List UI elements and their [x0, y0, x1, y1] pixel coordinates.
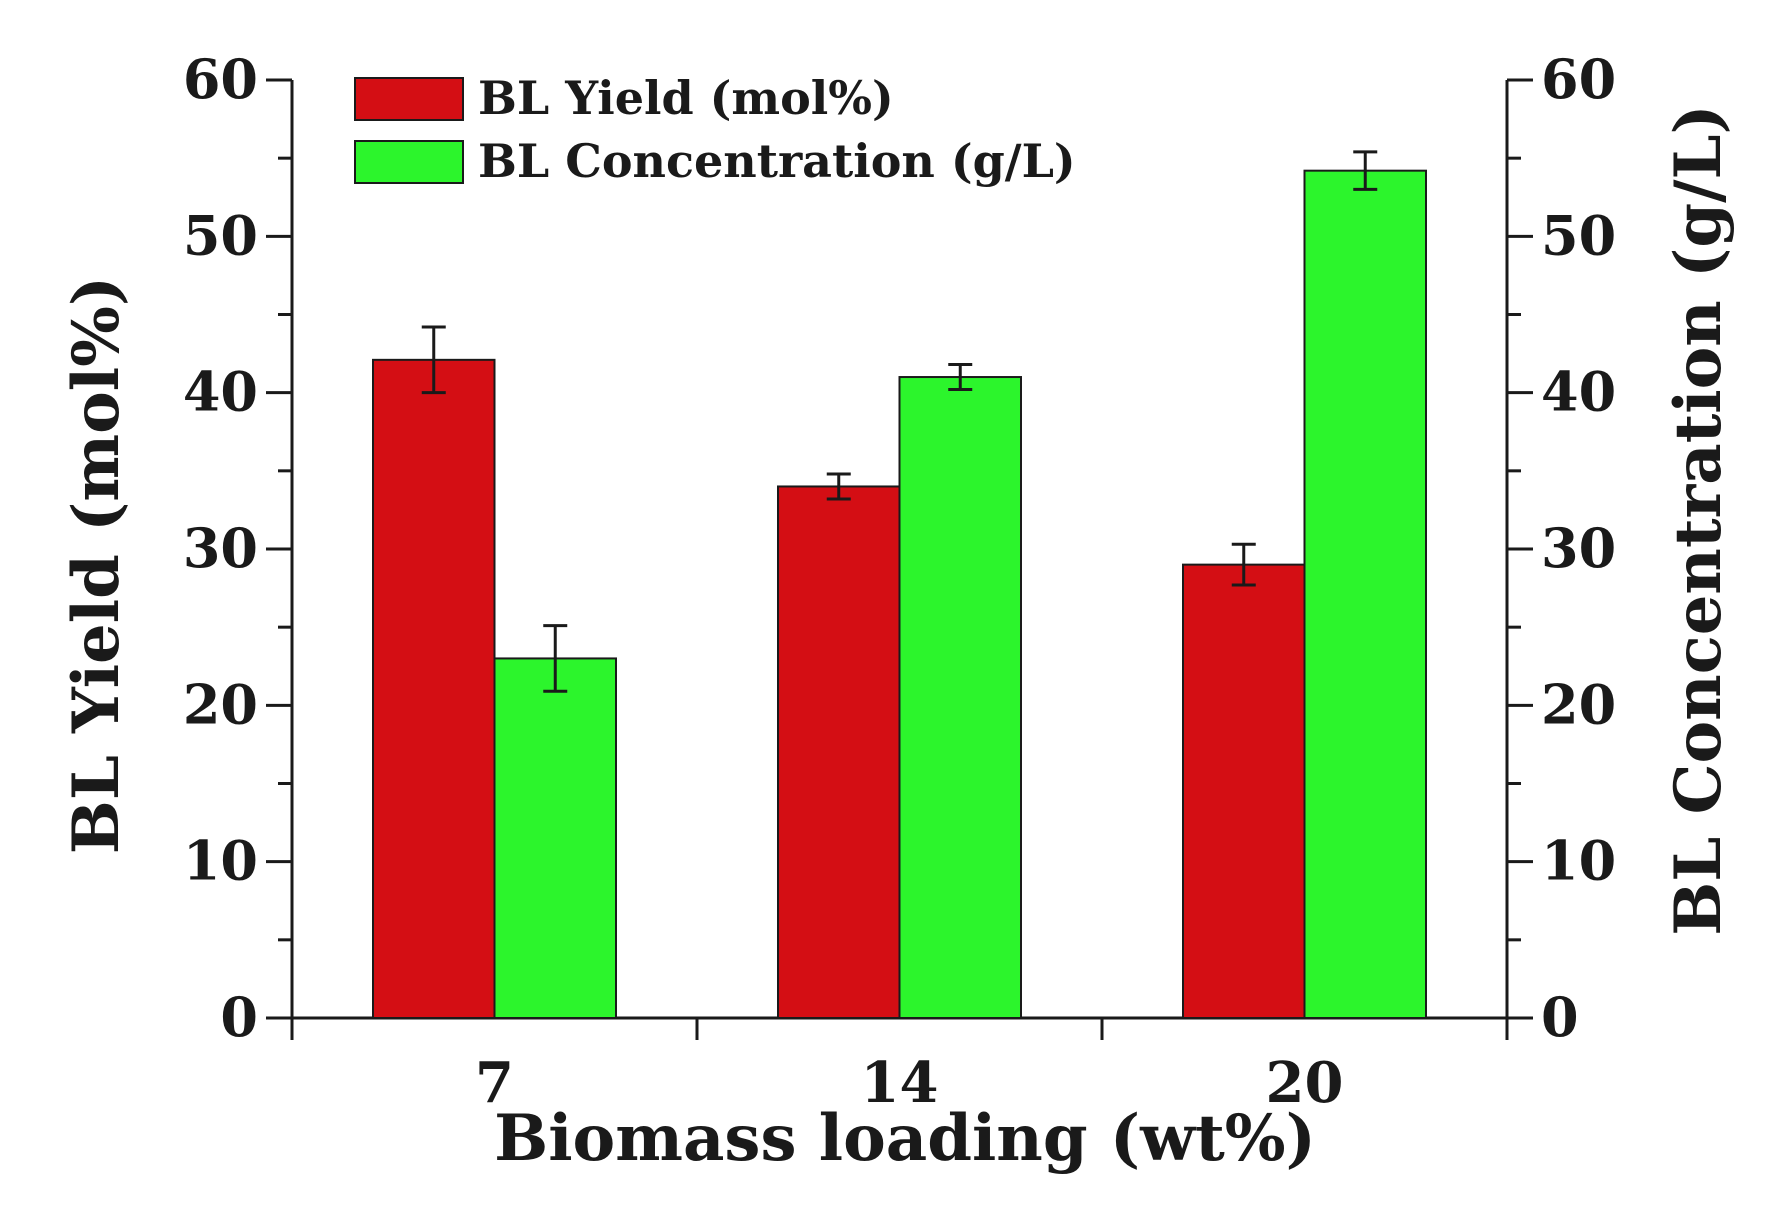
y-tick-label-left: 10 [183, 829, 258, 893]
bar-concentration [1303, 169, 1427, 1019]
y-tick-label-left: 50 [183, 203, 258, 267]
y-tick-label-left: 0 [220, 985, 258, 1049]
y-tick-label-right: 20 [1541, 672, 1616, 736]
y-tick-label-right: 60 [1541, 47, 1616, 111]
x-axis-title: Biomass loading (wt%) [494, 1101, 1316, 1176]
legend: BL Yield (mol%) BL Concentration (g/L) [354, 71, 1076, 188]
y-tick-label-right: 30 [1541, 516, 1616, 580]
bar-yield [1182, 563, 1306, 1020]
y-tick-label-right: 40 [1541, 360, 1616, 424]
y-tick-label-right: 10 [1541, 829, 1616, 893]
legend-label-concentration: BL Concentration (g/L) [478, 134, 1076, 188]
y-tick-label-left: 20 [183, 672, 258, 736]
bar-yield [777, 485, 901, 1019]
bar-yield [372, 358, 496, 1019]
y-tick-label-left: 30 [183, 516, 258, 580]
legend-swatch-yield [354, 77, 464, 121]
legend-label-yield: BL Yield (mol%) [478, 71, 894, 125]
error-bars-group [421, 150, 1378, 693]
x-tick-label: 14 [861, 1050, 939, 1116]
y-tick-label-left: 40 [183, 360, 258, 424]
legend-swatch-concentration [354, 140, 464, 184]
bar-concentration [493, 657, 617, 1020]
bar-concentration [898, 376, 1022, 1019]
y-tick-label-right: 50 [1541, 203, 1616, 267]
x-tick-label: 7 [475, 1050, 514, 1116]
y-axis-title-right: BL Concentration (g/L) [1661, 104, 1736, 936]
x-tick-label: 20 [1266, 1050, 1344, 1116]
bars-group [372, 169, 1427, 1020]
ticks-group: 0 0 10 10 20 20 30 30 40 40 50 50 60 60 7 14 20 [183, 47, 1616, 1116]
y-tick-label-left: 60 [183, 47, 258, 111]
y-axis-title-left: BL Yield (mol%) [59, 276, 134, 854]
y-tick-label-right: 0 [1541, 985, 1579, 1049]
